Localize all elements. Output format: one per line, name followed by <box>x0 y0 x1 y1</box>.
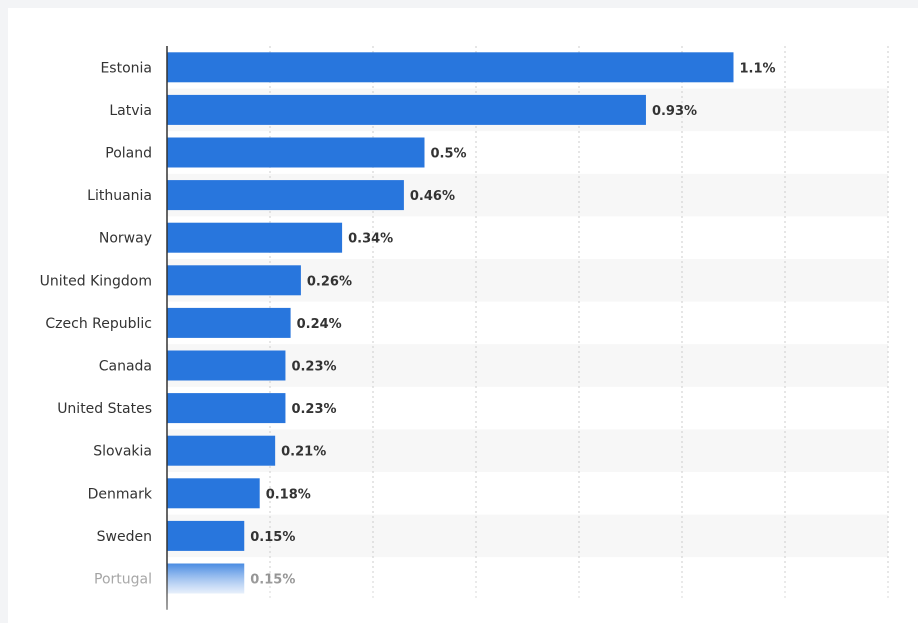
category-label: Canada <box>99 359 152 375</box>
category-label: Sweden <box>97 529 152 545</box>
bar[interactable] <box>167 307 291 338</box>
category-label: Portugal <box>94 572 152 588</box>
value-label: 0.24% <box>297 317 342 332</box>
bar[interactable] <box>167 435 276 466</box>
bar[interactable] <box>167 180 404 211</box>
row-band <box>167 514 888 558</box>
category-label: Latvia <box>109 103 152 119</box>
row-band <box>167 344 888 387</box>
bar[interactable] <box>167 393 286 424</box>
value-label: 0.46% <box>410 189 455 204</box>
value-label: 0.15% <box>250 530 295 545</box>
bars <box>167 52 734 594</box>
category-label: Poland <box>105 146 152 162</box>
row-bands <box>167 88 888 558</box>
value-labels: 1.1% 0.93% 0.5% 0.46% 0.34% 0.26% 0.24% 0.23% 0.… <box>250 61 775 587</box>
bar[interactable] <box>167 52 734 83</box>
bar[interactable] <box>167 350 286 381</box>
chart-card: Estonia Latvia Poland Lithuania Norway United… <box>8 8 918 623</box>
value-label: 0.21% <box>281 445 326 460</box>
row-band <box>167 429 888 472</box>
category-label: Estonia <box>100 60 152 76</box>
value-label: 0.18% <box>266 487 311 502</box>
bar[interactable] <box>167 478 260 509</box>
bar[interactable] <box>167 265 301 296</box>
category-label: Lithuania <box>87 188 152 204</box>
value-label: 0.34% <box>348 232 393 247</box>
category-label: Norway <box>99 231 152 247</box>
value-label: 0.15% <box>250 573 295 588</box>
bar[interactable] <box>167 222 343 253</box>
bar-chart: Estonia Latvia Poland Lithuania Norway United… <box>40 46 889 610</box>
value-label: 0.23% <box>291 360 336 375</box>
bar[interactable] <box>167 520 245 551</box>
value-label: 0.23% <box>291 402 336 417</box>
bar[interactable] <box>167 94 646 125</box>
category-labels: Estonia Latvia Poland Lithuania Norway United… <box>40 60 153 587</box>
category-label: United States <box>57 401 152 417</box>
value-label: 0.5% <box>431 147 467 162</box>
value-label: 1.1% <box>740 61 776 76</box>
value-label: 0.93% <box>652 104 697 119</box>
bar[interactable] <box>167 563 245 594</box>
category-label: Slovakia <box>93 444 152 460</box>
category-label: United Kingdom <box>40 273 152 289</box>
bar[interactable] <box>167 137 425 168</box>
category-label: Denmark <box>88 486 153 502</box>
value-label: 0.26% <box>307 274 352 289</box>
category-label: Czech Republic <box>45 316 152 332</box>
